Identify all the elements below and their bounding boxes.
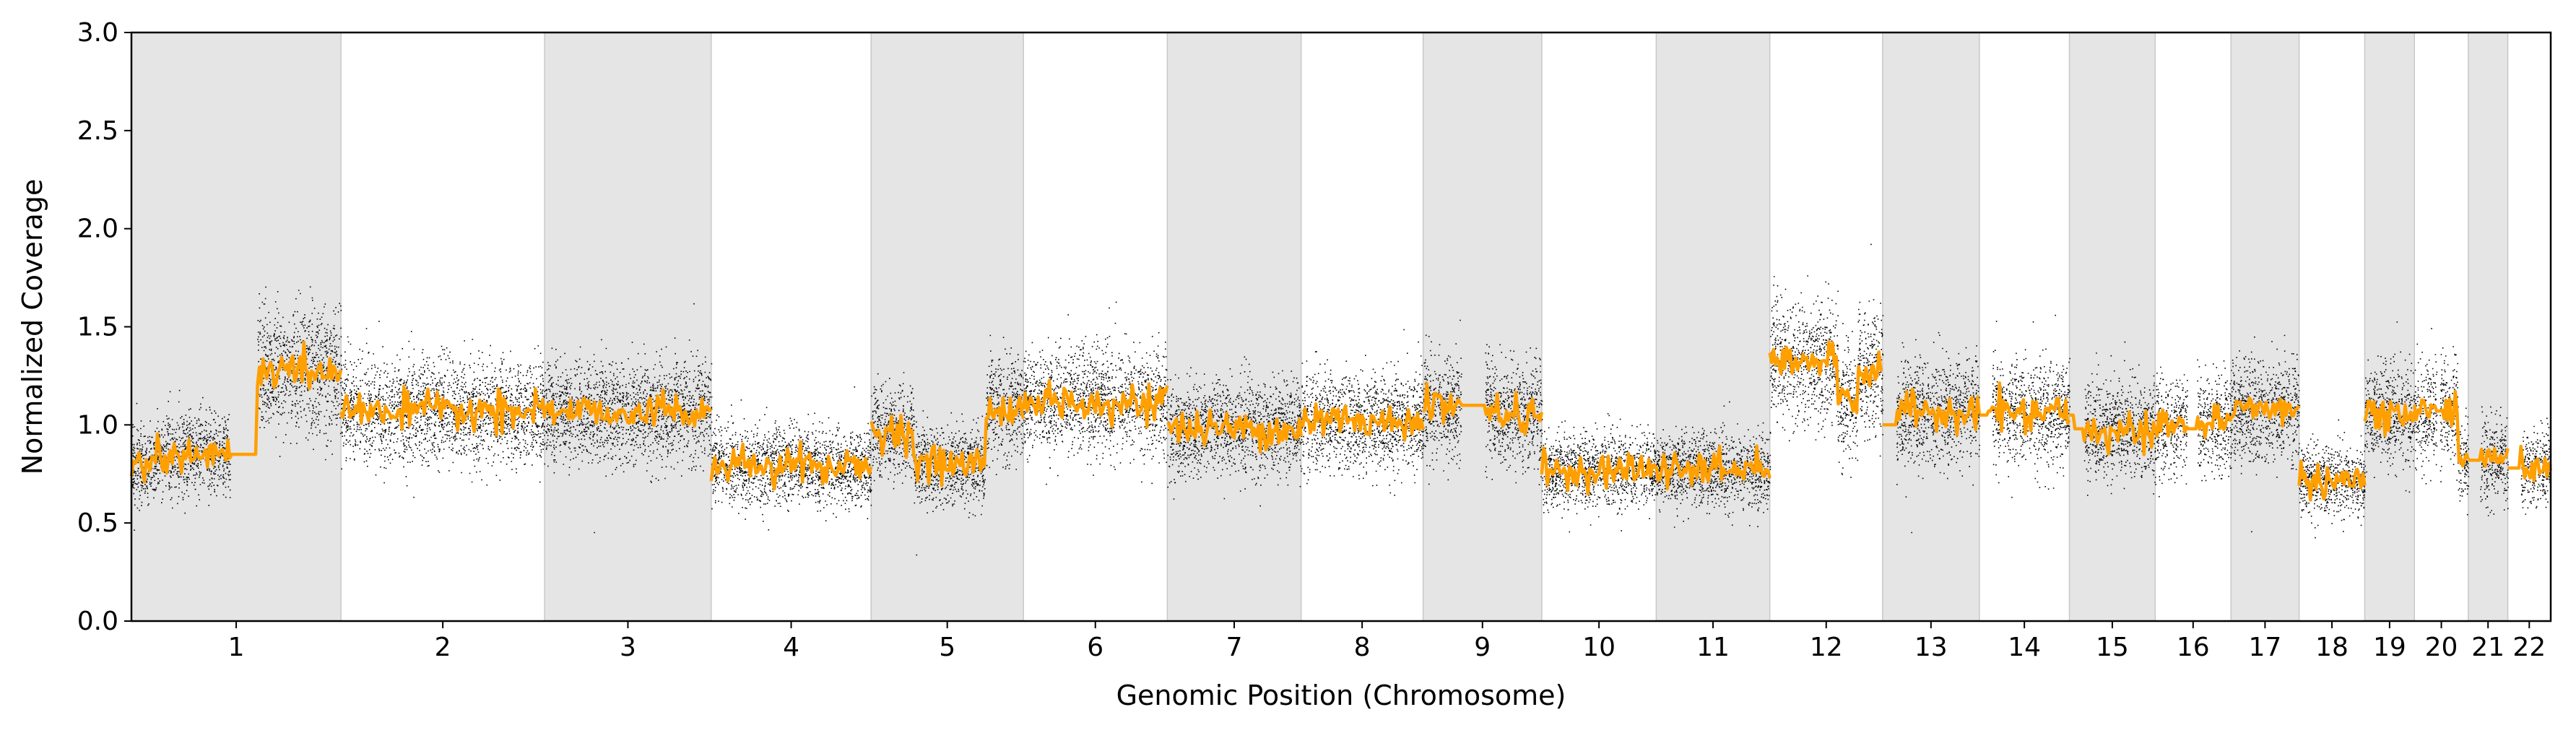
segment-lines	[129, 339, 2553, 502]
segment-line-chr6	[1021, 378, 1169, 429]
segment-line-chr3	[542, 388, 713, 428]
chromosome-band-1	[131, 32, 342, 622]
coverage-points-chr13	[1896, 331, 1981, 534]
x-tick-label-6: 6	[1087, 633, 1103, 662]
x-tick-label-5: 5	[939, 633, 955, 662]
y-axis-ticks: 0.0 0.5 1.0 1.5 2.0 2.5 3.0	[77, 18, 131, 636]
segment-line-chr1	[129, 340, 343, 484]
y-tick-label-2.5: 2.5	[77, 116, 118, 146]
chromosome-band-9	[1422, 32, 1543, 622]
x-tick-label-17: 17	[2249, 633, 2282, 662]
y-tick-label-0.0: 0.0	[77, 607, 118, 636]
x-tick-label-13: 13	[1914, 633, 1948, 662]
y-axis-label: Normalized Coverage	[17, 179, 48, 475]
x-axis-ticks: 1 2 3 4 5 6 7 8 9 10 11 12 13 14 15 16 17 18 19 20 21 22	[228, 621, 2546, 662]
coverage-points-chr11	[1656, 401, 1771, 528]
x-tick-label-11: 11	[1696, 633, 1730, 662]
segment-line-chr20	[2412, 389, 2470, 468]
coverage-points-chr17	[2231, 334, 2301, 533]
x-tick-label-4: 4	[783, 633, 799, 662]
chromosome-band-21	[2468, 32, 2509, 622]
x-tick-label-2: 2	[435, 633, 451, 662]
y-tick-label-0.5: 0.5	[77, 508, 118, 538]
chromosome-bands	[131, 32, 2509, 622]
coverage-points-chr20	[2414, 328, 2470, 516]
segment-line-chr22	[2507, 444, 2553, 482]
segment-line-chr8	[1299, 402, 1425, 442]
plot-frame	[130, 31, 2552, 623]
chromosome-band-7	[1166, 32, 1302, 622]
segment-line-chr14	[1979, 381, 2071, 436]
segment-line-chr2	[339, 384, 547, 437]
x-tick-label-22: 22	[2512, 633, 2546, 662]
x-tick-label-9: 9	[1474, 633, 1491, 662]
y-tick-label-3.0: 3.0	[77, 18, 118, 48]
x-tick-label-12: 12	[1810, 633, 1843, 662]
x-tick-label-1: 1	[228, 633, 245, 662]
segment-line-chr16	[2154, 402, 2233, 439]
x-tick-label-18: 18	[2315, 633, 2349, 662]
segment-line-chr21	[2468, 446, 2510, 468]
segment-line-chr18	[2297, 459, 2367, 502]
x-tick-label-16: 16	[2177, 633, 2210, 662]
coverage-points-chr2	[341, 321, 546, 498]
chromosome-band-5	[870, 32, 1024, 622]
chromosome-band-19	[2364, 32, 2415, 622]
chromosome-band-17	[2230, 32, 2300, 622]
y-tick-label-2.0: 2.0	[77, 214, 118, 244]
x-tick-label-7: 7	[1226, 633, 1243, 662]
segment-line-chr7	[1166, 408, 1303, 454]
segment-line-chr15	[2069, 409, 2157, 456]
segment-line-chr10	[1540, 446, 1658, 496]
x-axis-label: Genomic Position (Chromosome)	[1116, 680, 1566, 711]
segment-line-chr19	[2363, 399, 2416, 438]
chromosome-band-11	[1655, 32, 1771, 622]
segment-line-chr11	[1655, 444, 1771, 491]
y-tick-label-1.0: 1.0	[77, 410, 118, 440]
coverage-points-chr19	[2364, 321, 2416, 493]
coverage-points-chr16	[2155, 359, 2232, 498]
x-tick-label-19: 19	[2373, 633, 2406, 662]
x-tick-label-15: 15	[2096, 633, 2129, 662]
segment-line-chr12	[1768, 339, 1883, 415]
segment-line-chr5	[869, 395, 1025, 487]
x-tick-label-8: 8	[1354, 633, 1371, 662]
x-tick-label-21: 21	[2471, 633, 2505, 662]
chromosome-band-13	[1882, 32, 1980, 622]
coverage-points-chr4	[711, 386, 872, 531]
chromosome-band-15	[2068, 32, 2156, 622]
chromosome-band-3	[544, 32, 712, 622]
segment-line-chr9	[1421, 381, 1544, 436]
x-tick-label-14: 14	[2008, 633, 2041, 662]
coverage-points-chr18	[2299, 419, 2366, 539]
segment-line-chr4	[709, 440, 873, 491]
coverage-points	[131, 243, 2552, 556]
segment-line-chr13	[1882, 387, 1982, 437]
x-tick-label-10: 10	[1582, 633, 1616, 662]
x-tick-label-20: 20	[2425, 633, 2458, 662]
segment-line-chr17	[2229, 396, 2301, 428]
coverage-points-chr6	[1023, 301, 1168, 485]
y-tick-label-1.5: 1.5	[77, 313, 118, 342]
x-tick-label-3: 3	[620, 633, 636, 662]
